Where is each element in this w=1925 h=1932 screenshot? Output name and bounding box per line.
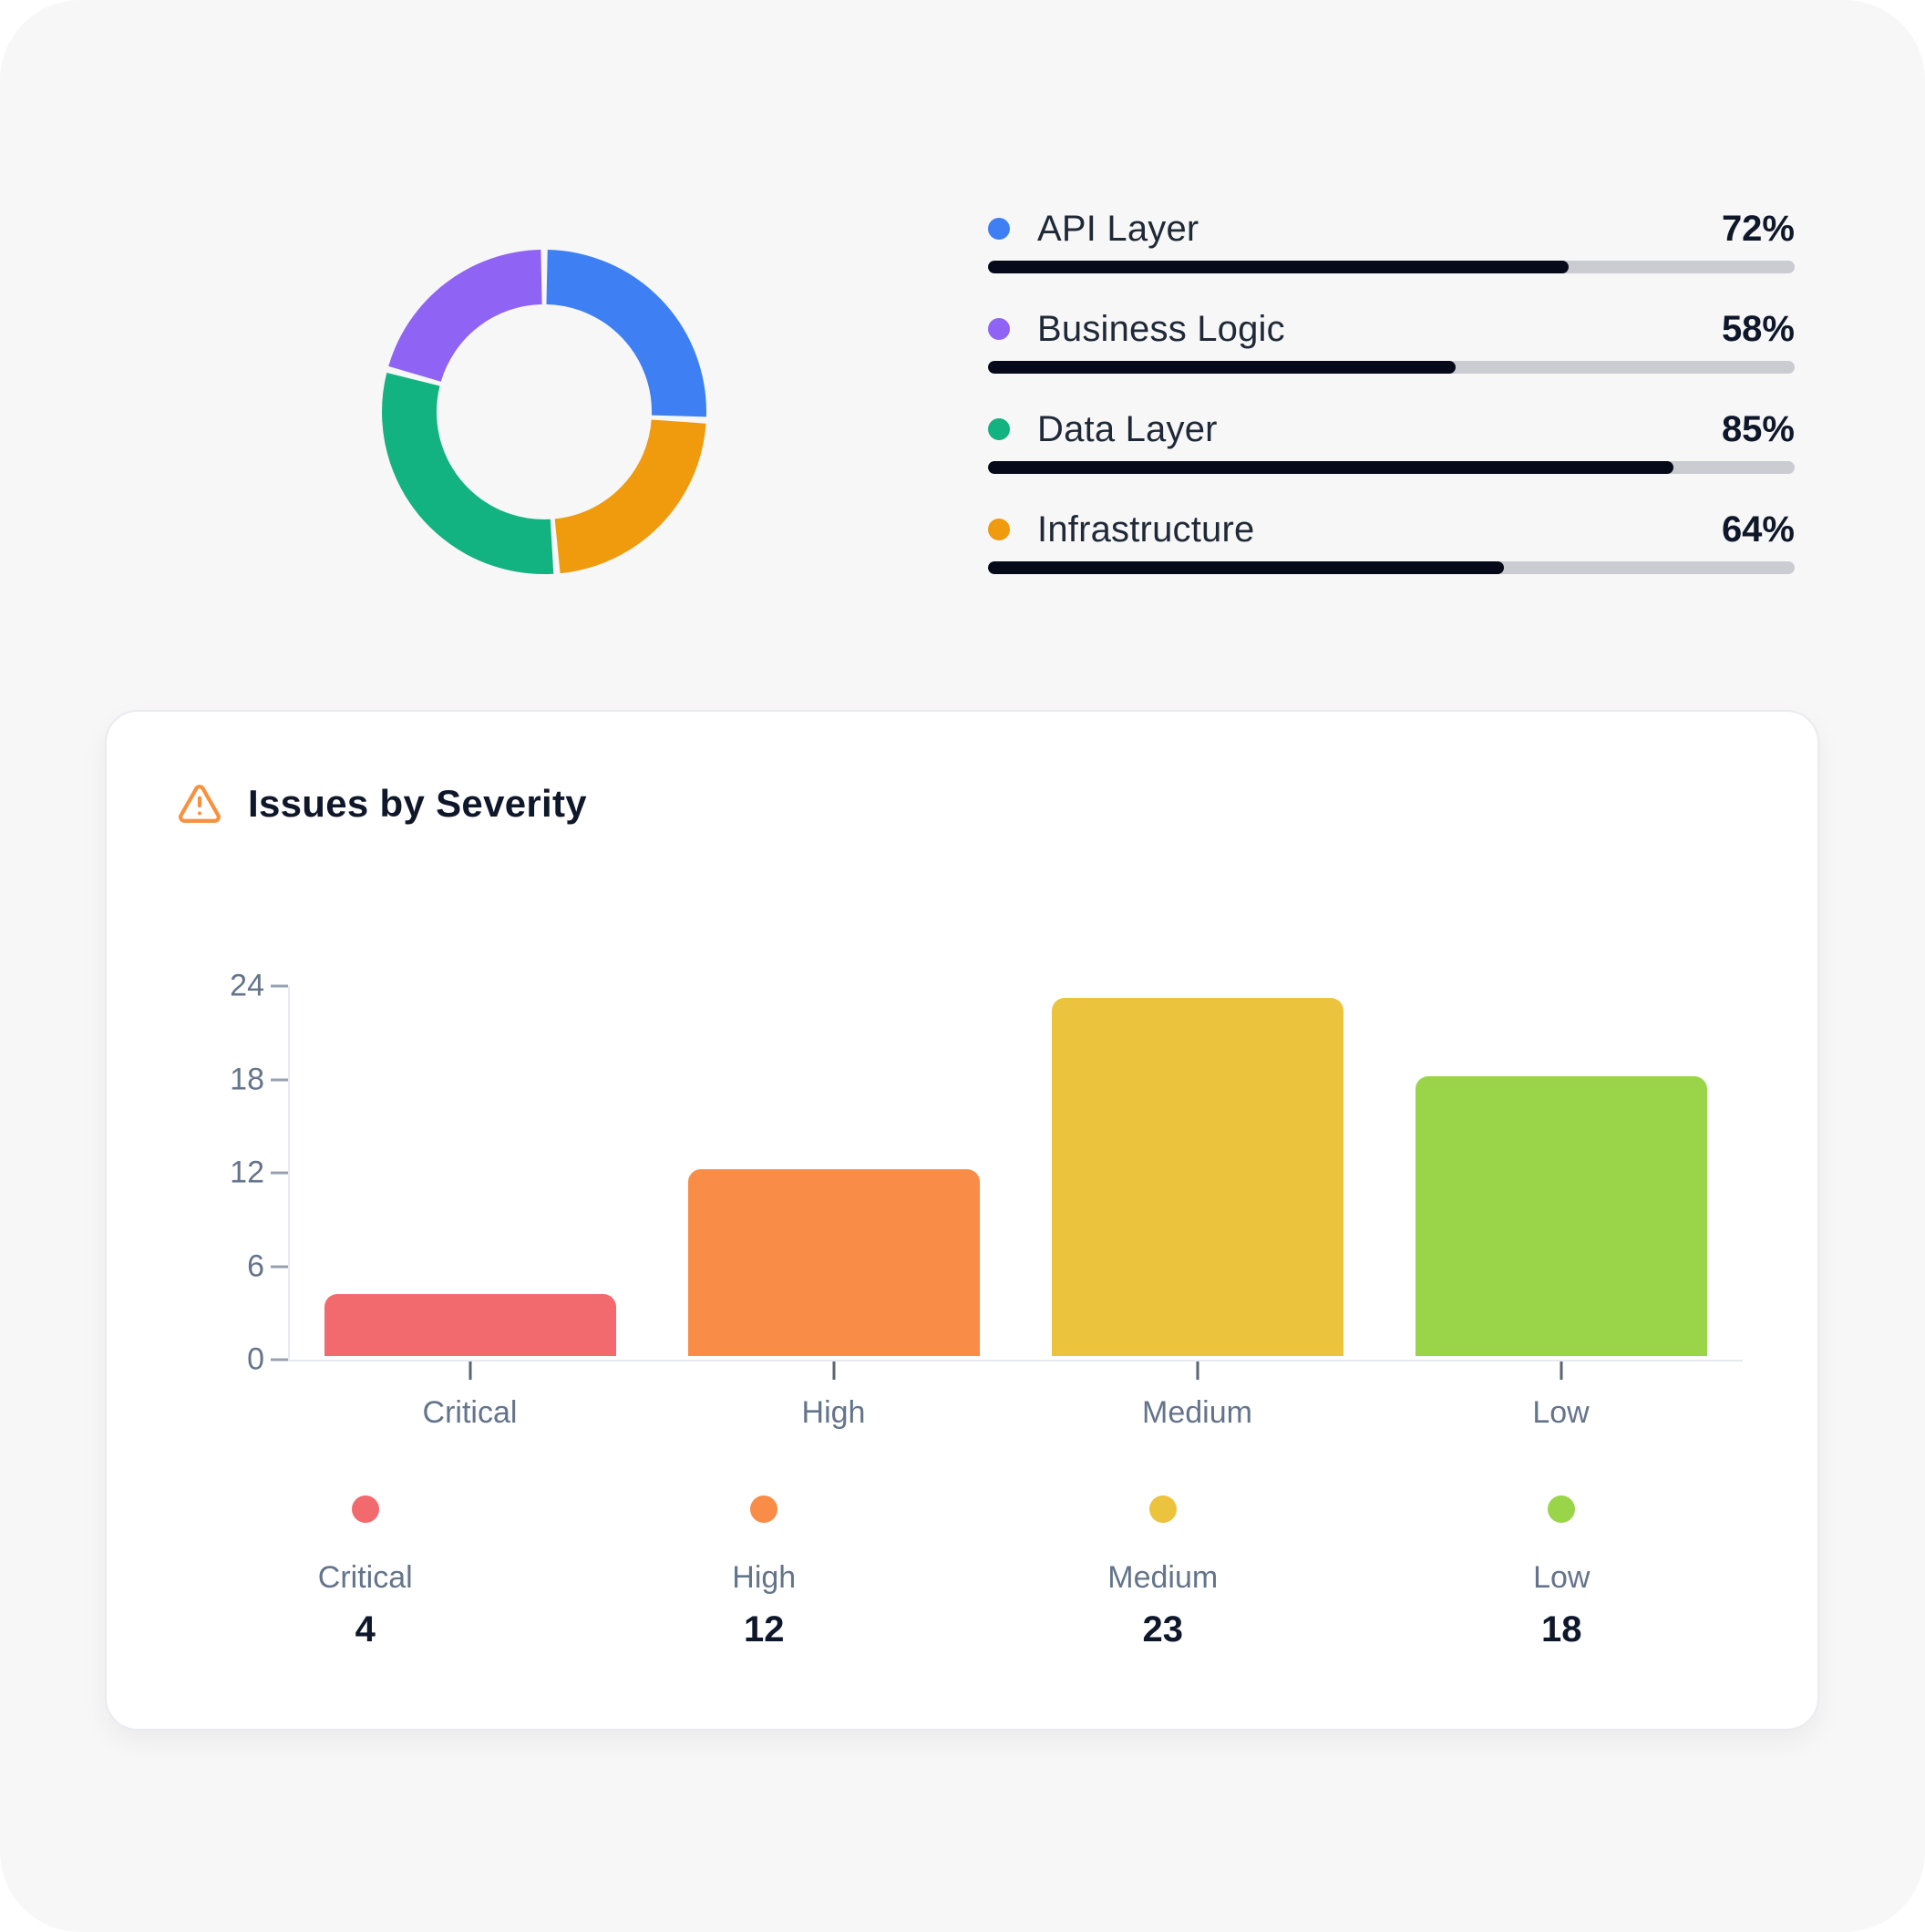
severity-label: Medium: [1107, 1560, 1219, 1595]
legend-dot-icon: [988, 318, 1010, 340]
y-tick-mark: [271, 984, 288, 988]
x-tick-mark: [832, 1362, 835, 1380]
donut-segment-api-layer[interactable]: [382, 250, 706, 574]
progress-bar-track: [988, 561, 1795, 574]
architecture-legend: API Layer 72% Business Logic 58% Data La…: [988, 205, 1795, 606]
severity-legend-item-high[interactable]: High 12: [565, 1495, 964, 1650]
architecture-legend-row-infrastructure[interactable]: Infrastructure 64%: [988, 506, 1795, 574]
severity-label: Low: [1533, 1560, 1590, 1595]
legend-row-header: Infrastructure 64%: [988, 506, 1795, 553]
card-title: Issues by Severity: [248, 782, 587, 825]
severity-count: 23: [1142, 1609, 1184, 1649]
severity-legend-item-low[interactable]: Low 18: [1363, 1495, 1762, 1650]
x-tick-mark: [468, 1362, 471, 1380]
y-tick-mark: [271, 1171, 288, 1175]
legend-label: Data Layer: [1037, 408, 1218, 449]
progress-bar-fill: [988, 461, 1674, 474]
x-category-label-high: High: [801, 1395, 866, 1430]
legend-row-header: API Layer 72%: [988, 205, 1795, 252]
legend-dot-icon: [988, 218, 1010, 240]
legend-percent-value: 64%: [1721, 509, 1795, 550]
x-category-label-low: Low: [1532, 1395, 1590, 1430]
severity-label: Critical: [317, 1560, 413, 1595]
progress-bar-fill: [988, 361, 1457, 374]
donut-svg: [380, 248, 708, 576]
progress-bar-fill: [988, 261, 1570, 273]
y-tick-mark: [271, 1078, 288, 1081]
y-tick-mark: [271, 1358, 288, 1362]
architecture-legend-row-data-layer[interactable]: Data Layer 85%: [988, 406, 1795, 474]
legend-row-header: Data Layer 85%: [988, 406, 1795, 453]
card-header: Issues by Severity: [177, 781, 587, 827]
severity-count: 12: [744, 1609, 785, 1649]
donut-segment-infrastructure[interactable]: [382, 250, 706, 574]
severity-label: High: [732, 1560, 797, 1595]
x-tick-mark: [1560, 1362, 1562, 1380]
y-tick-label: 12: [230, 1155, 264, 1190]
bar-high[interactable]: [687, 1169, 980, 1356]
progress-bar-track: [988, 361, 1795, 374]
y-axis-line: [288, 986, 290, 1362]
severity-legend-item-critical[interactable]: Critical 4: [166, 1495, 565, 1650]
architecture-legend-row-business-logic[interactable]: Business Logic 58%: [988, 305, 1795, 374]
x-axis-line: [288, 1360, 1743, 1362]
legend-dot-icon: [988, 519, 1010, 540]
legend-percent-value: 72%: [1721, 208, 1795, 249]
legend-label: API Layer: [1037, 208, 1199, 249]
severity-dot-icon: [750, 1495, 778, 1523]
legend-row-header: Business Logic 58%: [988, 305, 1795, 353]
severity-count: 4: [355, 1609, 376, 1649]
bar-critical[interactable]: [324, 1293, 616, 1356]
donut-segment-business-logic[interactable]: [380, 248, 708, 576]
x-category-label-critical: Critical: [422, 1395, 518, 1430]
progress-bar-fill: [988, 561, 1505, 574]
severity-legend-item-medium[interactable]: Medium 23: [963, 1495, 1363, 1650]
progress-bar-track: [988, 461, 1795, 474]
progress-bar-track: [988, 261, 1795, 273]
y-tick-label: 24: [230, 968, 264, 1003]
y-tick-label: 6: [247, 1249, 264, 1283]
bar-medium[interactable]: [1051, 998, 1343, 1356]
legend-label: Business Logic: [1037, 308, 1285, 349]
legend-percent-value: 58%: [1721, 308, 1795, 349]
x-category-label-medium: Medium: [1142, 1395, 1252, 1430]
severity-dot-icon: [1148, 1495, 1177, 1523]
issues-by-severity-card: Issues by Severity 0 6 12 18 24 Critical High M…: [105, 710, 1819, 1731]
x-tick-mark: [1196, 1362, 1199, 1380]
severity-legend: Critical 4 High 12 Medium 23 Low 18: [166, 1495, 1761, 1650]
architecture-donut-chart: [380, 248, 708, 576]
y-tick-label: 0: [247, 1341, 264, 1377]
legend-dot-icon: [988, 418, 1010, 440]
severity-dot-icon: [351, 1495, 379, 1523]
y-tick-mark: [271, 1265, 288, 1268]
warning-triangle-icon: [179, 785, 221, 823]
y-tick-label: 18: [230, 1062, 264, 1096]
severity-count: 18: [1541, 1609, 1582, 1649]
legend-percent-value: 85%: [1721, 408, 1795, 449]
legend-label: Infrastructure: [1037, 509, 1255, 550]
severity-dot-icon: [1548, 1495, 1576, 1523]
architecture-legend-row-api-layer[interactable]: API Layer 72%: [988, 205, 1795, 273]
bar-low[interactable]: [1415, 1075, 1707, 1356]
